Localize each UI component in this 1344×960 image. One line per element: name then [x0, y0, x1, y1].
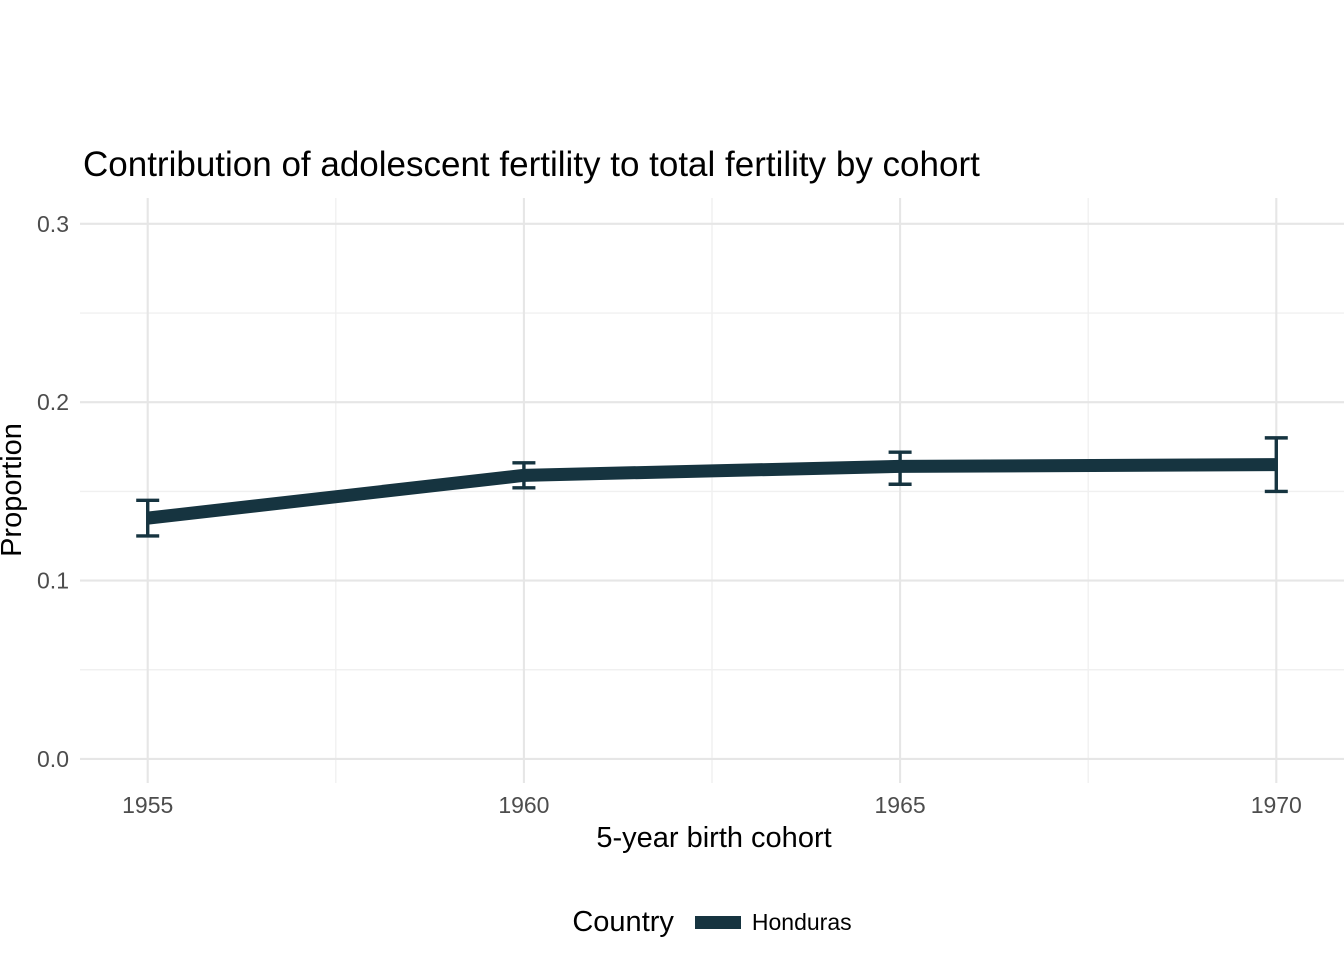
y-tick-label: 0.1 [37, 568, 69, 594]
legend-swatch-honduras [694, 915, 741, 929]
error-bar [512, 461, 536, 490]
gridlines [80, 198, 1344, 783]
error-bar [888, 450, 912, 486]
chart-title: Contribution of adolescent fertility to … [83, 145, 980, 184]
y-axis-title: Proportion [0, 423, 28, 557]
legend-title: Country [572, 905, 674, 938]
y-tick-label: 0.3 [37, 211, 69, 237]
legend: Country Honduras [80, 902, 1344, 942]
y-tick-label: 0.0 [37, 746, 69, 772]
error-bar [1264, 436, 1288, 494]
legend-label-honduras: Honduras [751, 908, 852, 935]
x-tick-label: 1970 [1251, 792, 1302, 818]
axis-tick-labels: 0.0 0.1 0.2 0.3 1955 1960 1965 1970 [37, 211, 1302, 818]
data-series [136, 436, 1288, 538]
y-tick-label: 0.2 [37, 389, 69, 415]
series-line-honduras [146, 458, 1277, 525]
x-tick-label: 1955 [122, 792, 173, 818]
x-tick-label: 1965 [875, 792, 926, 818]
error-bar [136, 498, 160, 538]
x-tick-label: 1960 [498, 792, 549, 818]
x-axis-title: 5-year birth cohort [596, 822, 831, 854]
